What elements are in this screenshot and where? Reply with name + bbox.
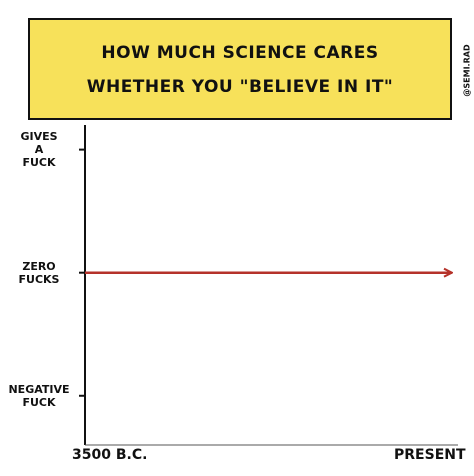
- y-tick-label: ZERO FUCKS: [18, 259, 60, 286]
- x-tick-label: 3500 B.C.: [72, 447, 148, 463]
- title-box: HOW MUCH SCIENCE CARES WHETHER YOU "BELI…: [28, 18, 472, 120]
- y-tick-label: GIVES A FUCK: [20, 130, 58, 170]
- chart-title: HOW MUCH SCIENCE CARES WHETHER YOU "BELI…: [86, 43, 394, 97]
- y-tick-label: NEGATIVE FUCK: [8, 382, 70, 409]
- x-tick-label: PRESENT: [394, 447, 466, 463]
